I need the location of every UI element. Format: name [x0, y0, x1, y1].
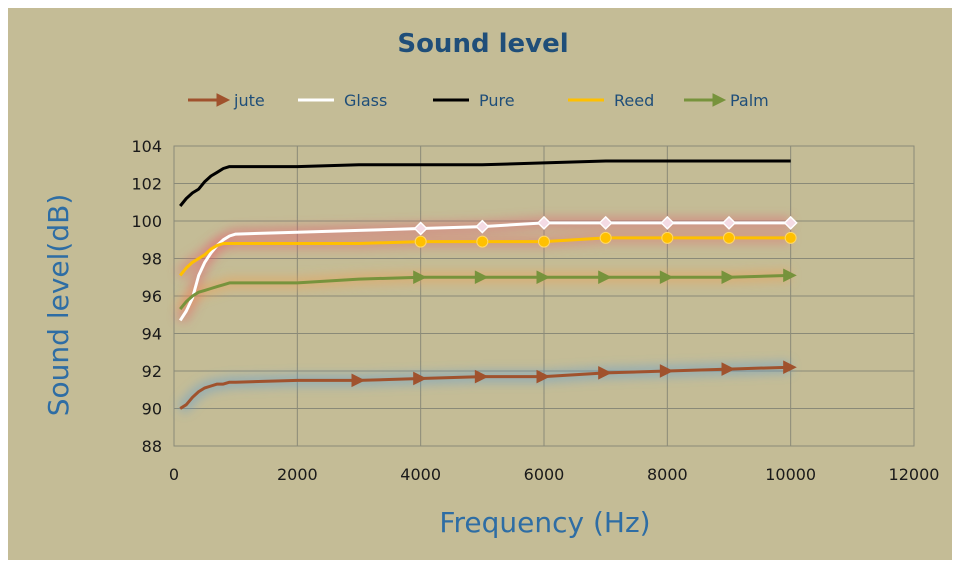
plot-border [173, 145, 915, 447]
series-markers [351, 215, 798, 388]
point-glass [721, 215, 737, 230]
point-palm [598, 270, 612, 285]
y-tick-label: 88 [142, 437, 162, 456]
series-glow-jute [177, 361, 791, 414]
legend-marker-palm [712, 93, 727, 107]
y-tick-label: 98 [142, 250, 162, 269]
series-glow-palm [175, 269, 791, 313]
x-tick-label: 6000 [524, 465, 565, 484]
legend-label-palm: Palm [730, 91, 769, 110]
chart-frame: Sound level jute Glass Pure Reed Palm 88 90 92… [8, 8, 952, 560]
x-axis-title: Frequency (Hz) [439, 506, 650, 539]
legend-label-jute: jute [233, 91, 265, 110]
x-tick-label: 4000 [400, 465, 441, 484]
legend-label-glass: Glass [344, 91, 387, 110]
point-glass [660, 215, 675, 230]
tick-labels: 88 90 92 94 96 98 100 102 104 0 2000 4000 6000 8000 10… [131, 137, 939, 484]
chart: Sound level jute Glass Pure Reed Palm 88 90 92… [42, 29, 939, 539]
point-glass [598, 215, 613, 230]
point-glass [475, 219, 490, 234]
point-reed [599, 231, 612, 244]
point-reed [538, 235, 550, 248]
y-tick-label: 104 [131, 137, 162, 156]
y-tick-label: 100 [131, 212, 162, 231]
y-tick-label: 90 [142, 400, 162, 419]
point-reed [784, 231, 797, 244]
chart-title: Sound level [397, 29, 568, 59]
point-jute [536, 369, 551, 384]
y-tick-label: 92 [142, 362, 162, 381]
point-jute [413, 371, 427, 386]
point-palm [721, 270, 736, 285]
y-tick-label: 96 [142, 287, 162, 306]
point-reed [661, 231, 674, 244]
point-jute [659, 364, 674, 378]
legend-label-reed: Reed [614, 91, 654, 110]
series-line-pure [179, 159, 791, 207]
legend-marker-jute [216, 93, 231, 107]
y-axis-title: Sound level(dB) [42, 194, 75, 416]
x-tick-label: 10000 [765, 465, 816, 484]
point-reed [476, 235, 489, 248]
point-jute [474, 369, 489, 384]
point-palm [413, 270, 427, 285]
legend: jute Glass Pure Reed Palm [188, 91, 769, 110]
point-palm [474, 270, 489, 285]
point-jute [783, 360, 797, 375]
point-reed [723, 231, 735, 244]
x-tick-label: 12000 [889, 465, 940, 484]
point-palm [659, 270, 674, 285]
y-tick-label: 102 [131, 175, 162, 194]
x-tick-label: 0 [169, 465, 179, 484]
point-palm [536, 270, 551, 285]
point-palm [783, 268, 797, 283]
point-jute [351, 373, 366, 388]
x-tick-label: 2000 [277, 465, 318, 484]
point-glass [536, 215, 552, 230]
point-jute [598, 366, 612, 380]
grid [173, 145, 915, 447]
legend-label-pure: Pure [479, 91, 515, 110]
y-tick-label: 94 [142, 325, 162, 344]
point-glass [783, 215, 798, 230]
point-glass [413, 221, 428, 236]
point-jute [721, 362, 736, 376]
x-tick-label: 8000 [647, 465, 688, 484]
point-reed [414, 235, 427, 248]
